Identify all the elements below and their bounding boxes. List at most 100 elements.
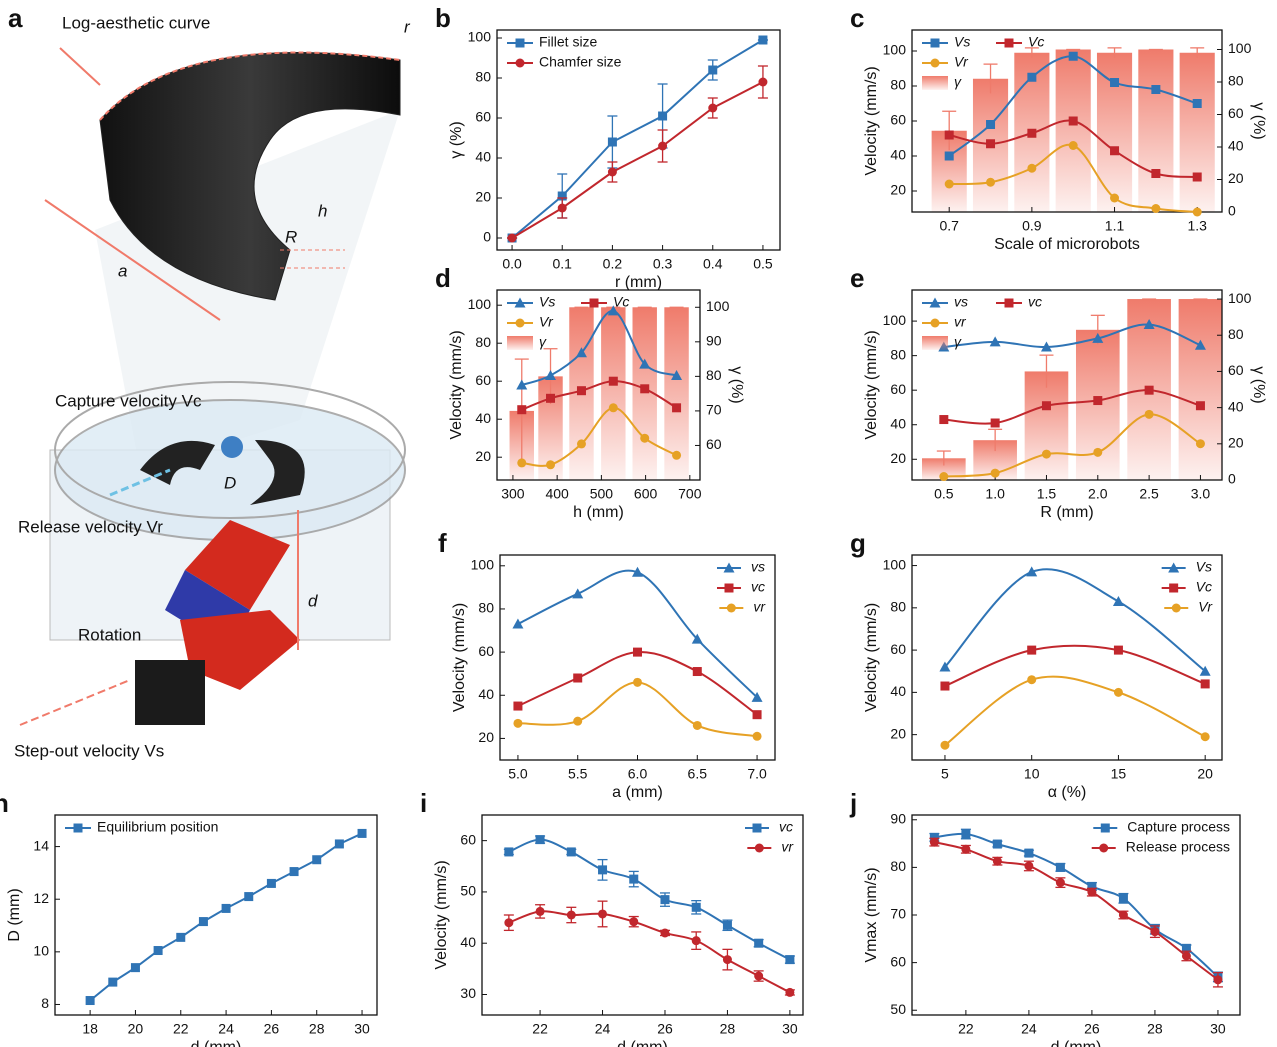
bar xyxy=(1179,52,1215,212)
legend: Vs Vc Vr γ xyxy=(922,34,1044,90)
series-line xyxy=(517,681,758,738)
marker xyxy=(573,673,583,683)
marker xyxy=(930,318,940,328)
marker xyxy=(986,120,996,129)
marker xyxy=(334,839,344,849)
marker xyxy=(1055,878,1065,888)
marker xyxy=(640,433,650,443)
y2-tick-label: 100 xyxy=(706,298,730,314)
x-tick-label: 24 xyxy=(218,1021,234,1037)
marker xyxy=(990,468,1000,478)
y-tick-label: 80 xyxy=(475,334,491,350)
marker xyxy=(658,141,668,151)
illustration-label: a xyxy=(118,261,127,280)
marker xyxy=(516,379,528,390)
x-tick-label: 1.1 xyxy=(1105,218,1125,234)
magnet-red xyxy=(185,520,290,610)
marker xyxy=(992,856,1002,866)
bar xyxy=(1055,49,1091,212)
marker xyxy=(1068,51,1078,61)
legend-label: Capture process xyxy=(1127,819,1230,835)
legend-swatch xyxy=(922,76,948,90)
plot-frame xyxy=(481,814,804,1016)
y-tick-label: 14 xyxy=(33,837,49,853)
legend-label: Fillet size xyxy=(539,34,598,50)
marker xyxy=(754,843,764,853)
y2-axis-title: γ (%) xyxy=(1250,102,1267,139)
x-tick-label: 1.0 xyxy=(985,486,1005,502)
x-tick-label: 700 xyxy=(678,486,702,502)
legend-label: γ xyxy=(954,334,962,350)
y-tick-label: 80 xyxy=(478,600,494,616)
y-tick-label: 50 xyxy=(890,1001,906,1017)
marker xyxy=(660,928,670,938)
marker xyxy=(504,847,514,857)
legend: Equilibrium position xyxy=(65,819,218,835)
y2-tick-label: 60 xyxy=(1228,105,1244,121)
y-tick-label: 20 xyxy=(475,189,491,205)
marker xyxy=(1110,193,1120,203)
marker xyxy=(576,439,586,449)
marker xyxy=(608,403,618,413)
y-tick-label: 20 xyxy=(890,725,906,741)
illustration-label: Rotation xyxy=(78,625,141,644)
marker xyxy=(575,347,587,358)
x-tick-label: 1.3 xyxy=(1187,218,1207,234)
marker xyxy=(357,828,367,838)
x-tick-label: 28 xyxy=(309,1021,325,1037)
series-line xyxy=(944,675,1206,747)
marker xyxy=(961,829,971,839)
marker xyxy=(608,376,618,386)
marker xyxy=(1027,163,1037,173)
marker xyxy=(944,151,954,161)
x-tick-label: 24 xyxy=(595,1021,611,1037)
x-tick-label: 26 xyxy=(1084,1021,1100,1037)
panel-label: h xyxy=(0,788,9,818)
marker xyxy=(754,971,764,981)
y-tick-label: 60 xyxy=(890,641,906,657)
y2-tick-label: 60 xyxy=(706,436,722,452)
marker xyxy=(130,963,140,973)
error-bar xyxy=(988,428,1003,452)
marker xyxy=(1192,172,1202,182)
marker xyxy=(929,297,941,308)
panel-label: e xyxy=(850,263,864,293)
marker xyxy=(929,832,939,842)
marker xyxy=(1041,449,1051,459)
y-tick-label: 50 xyxy=(460,883,476,899)
motor xyxy=(135,660,205,725)
marker xyxy=(1027,645,1037,655)
x-tick-label: 22 xyxy=(173,1021,189,1037)
x-axis-title: Scale of microrobots xyxy=(994,236,1140,253)
marker xyxy=(929,837,939,847)
illustration-label: r xyxy=(404,17,411,36)
x-tick-label: 500 xyxy=(590,486,614,502)
x-tick-label: 0.1 xyxy=(552,256,572,272)
marker xyxy=(1169,583,1179,593)
legend-label: vr xyxy=(954,314,967,330)
marker xyxy=(546,460,556,470)
marker xyxy=(1068,116,1078,126)
magnet-red-2 xyxy=(180,610,300,690)
panel-label: j xyxy=(849,788,857,818)
marker xyxy=(692,720,702,730)
plot-frame xyxy=(499,554,776,761)
marker xyxy=(1068,141,1078,150)
series-line xyxy=(511,39,764,239)
series-line xyxy=(944,644,1206,687)
y2-tick-label: 80 xyxy=(706,367,722,383)
marker xyxy=(557,191,567,201)
x-tick-label: 2.5 xyxy=(1139,486,1159,502)
chart-panel: g 5 10 15 20 20 40 60 80 100 α (%) Velocity (mm/s) V… xyxy=(850,528,1223,801)
marker xyxy=(785,987,795,997)
panel-label: g xyxy=(850,528,866,558)
x-tick-label: 30 xyxy=(354,1021,370,1037)
marker xyxy=(633,677,642,687)
y-tick-label: 40 xyxy=(478,686,494,702)
x-tick-label: 0.3 xyxy=(653,256,673,272)
legend-label: Vr xyxy=(954,54,969,70)
marker xyxy=(607,137,617,147)
marker xyxy=(930,38,940,48)
x-axis-title: a (mm) xyxy=(612,784,663,801)
marker xyxy=(658,111,668,121)
